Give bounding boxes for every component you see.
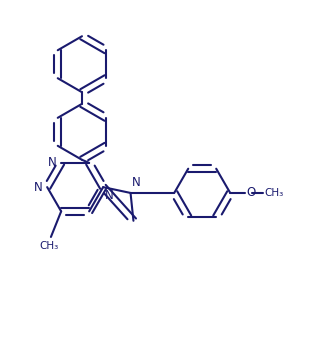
Text: CH₃: CH₃ — [265, 188, 284, 198]
Text: N: N — [132, 176, 141, 189]
Text: N: N — [34, 181, 43, 194]
Text: CH₃: CH₃ — [39, 241, 59, 251]
Text: N: N — [48, 157, 57, 169]
Text: N: N — [105, 189, 114, 202]
Text: O: O — [246, 186, 255, 199]
